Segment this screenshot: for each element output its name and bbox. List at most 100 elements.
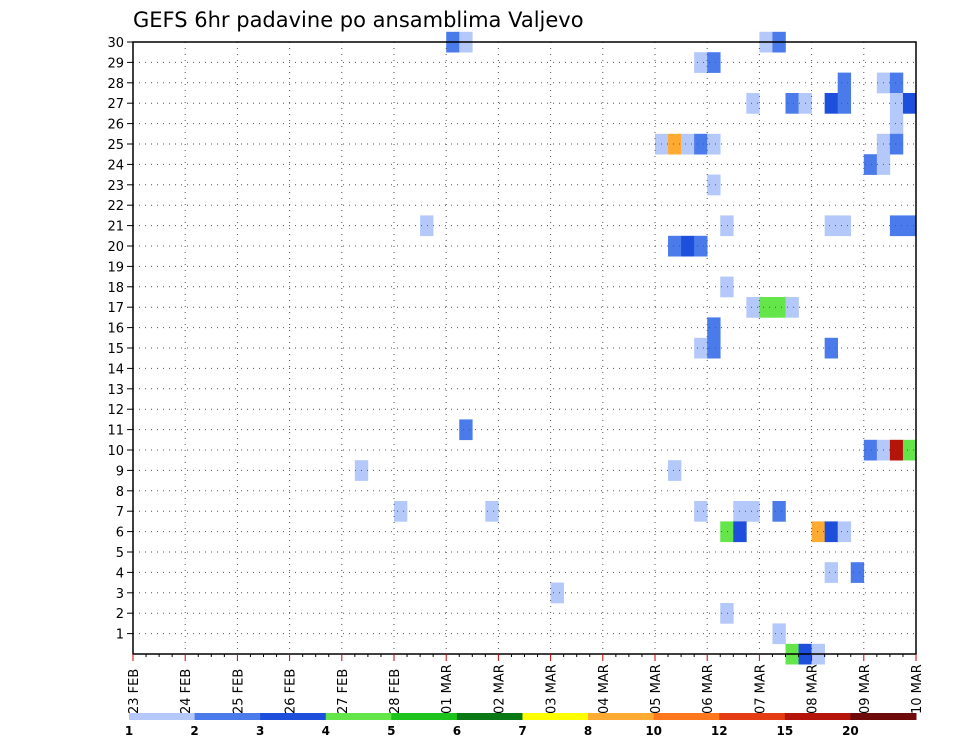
heatmap-cell xyxy=(394,501,408,522)
heatmap-cell xyxy=(850,562,865,583)
heatmap-cell xyxy=(824,521,838,543)
heatmap-cell xyxy=(681,235,695,257)
legend-label: 2 xyxy=(190,724,198,738)
heatmap-cell xyxy=(746,501,760,522)
heatmap-cell xyxy=(889,93,904,114)
chart-title: GEFS 6hr padavine po ansamblima Valjevo xyxy=(133,8,584,32)
heatmap-cell xyxy=(889,133,904,155)
heatmap-cell xyxy=(759,297,773,318)
legend-label: 5 xyxy=(387,724,395,738)
heatmap-cell xyxy=(681,133,695,155)
legend-label: 10 xyxy=(645,724,662,738)
heatmap-cell xyxy=(694,337,708,359)
heatmap-cell xyxy=(694,52,708,73)
y-tick-label: 14 xyxy=(107,362,124,377)
y-tick-label: 4 xyxy=(116,566,124,581)
heatmap-cell xyxy=(746,93,760,114)
legend-label: 15 xyxy=(776,724,793,738)
x-tick-label: 08 MAR xyxy=(806,664,821,714)
heatmap-cell xyxy=(785,297,799,318)
legend-swatch xyxy=(588,713,655,720)
legend-label: 4 xyxy=(322,724,330,738)
heatmap-cell xyxy=(772,501,786,522)
y-tick-label: 5 xyxy=(116,546,124,561)
heatmap-cell xyxy=(720,521,734,543)
x-tick-label: 05 MAR xyxy=(649,664,664,714)
heatmap-cell xyxy=(707,337,721,359)
y-axis: 1234567891011121314151617181920212223242… xyxy=(107,36,133,643)
y-tick-label: 20 xyxy=(107,240,124,255)
y-tick-label: 1 xyxy=(116,628,124,643)
y-tick-label: 2 xyxy=(116,607,124,622)
y-tick-label: 7 xyxy=(116,505,124,520)
y-tick-label: 27 xyxy=(107,97,124,112)
legend-swatch xyxy=(456,713,523,720)
y-tick-label: 3 xyxy=(116,587,124,602)
heatmap-cell xyxy=(837,72,852,94)
y-tick-label: 15 xyxy=(107,342,124,357)
heatmap-cell xyxy=(889,113,904,135)
heatmap-cell xyxy=(420,215,434,237)
x-tick-label: 25 FEB xyxy=(231,669,246,714)
heatmap-cell xyxy=(707,133,721,155)
y-tick-label: 30 xyxy=(107,36,124,51)
legend-label: 20 xyxy=(842,724,859,738)
x-tick-label: 02 MAR xyxy=(492,664,507,714)
heatmap-cell xyxy=(889,215,904,237)
heatmap-cell xyxy=(902,439,917,461)
x-tick-label: 27 FEB xyxy=(336,669,351,714)
heatmap-cell xyxy=(707,52,721,73)
heatmap-cell xyxy=(720,276,734,298)
heatmap-cell xyxy=(485,501,499,522)
color-legend: 1 2 3 4 5 6 7 8 10 12 15 20 xyxy=(125,713,917,738)
y-tick-label: 12 xyxy=(107,403,124,418)
heatmap-cell xyxy=(772,623,786,645)
legend-swatch xyxy=(260,713,327,720)
y-tick-label: 6 xyxy=(116,526,124,541)
heatmap-cell xyxy=(720,215,734,237)
heatmap-cell xyxy=(668,235,682,257)
y-tick-label: 10 xyxy=(107,444,124,459)
heatmap-cell xyxy=(824,215,838,237)
x-tick-label: 07 MAR xyxy=(753,664,768,714)
y-tick-label: 25 xyxy=(107,138,124,153)
heatmap-cell xyxy=(824,562,838,583)
heatmap-cell xyxy=(550,582,564,604)
heatmap-cell xyxy=(785,93,799,114)
heatmap-cell xyxy=(668,460,682,481)
heatmap-cell xyxy=(837,215,852,237)
heatmap-cell xyxy=(889,439,904,461)
heatmap-cell xyxy=(811,521,825,543)
heatmap-cell xyxy=(668,133,682,155)
y-tick-label: 16 xyxy=(107,322,124,337)
y-tick-label: 19 xyxy=(107,260,124,275)
y-tick-label: 24 xyxy=(107,158,124,173)
heatmap-cell xyxy=(902,215,917,237)
legend-swatch xyxy=(325,713,392,720)
x-tick-label: 26 FEB xyxy=(284,669,299,714)
heatmap-cell xyxy=(694,501,708,522)
x-tick-label: 10 MAR xyxy=(910,664,925,714)
heatmap-cell xyxy=(863,154,878,175)
x-tick-label: 03 MAR xyxy=(545,664,560,714)
x-tick-label: 01 MAR xyxy=(440,664,455,714)
x-tick-label: 23 FEB xyxy=(127,669,142,714)
heatmap-cell xyxy=(824,337,838,359)
heatmap-cell xyxy=(889,72,904,94)
x-tick-label: 09 MAR xyxy=(858,664,873,714)
y-tick-label: 17 xyxy=(107,301,124,316)
heatmap-cell xyxy=(902,93,917,114)
x-tick-label: 04 MAR xyxy=(597,664,612,714)
heatmap-cell xyxy=(694,235,708,257)
heatmap-cell xyxy=(720,603,734,624)
x-axis: 23 FEB 24 FEB 25 FEB 26 FEB 27 FEB 28 FEB 01 M… xyxy=(127,654,925,714)
legend-swatch xyxy=(129,713,196,720)
legend-label: 8 xyxy=(584,724,592,738)
y-tick-label: 9 xyxy=(116,464,124,479)
plot-frame xyxy=(132,41,917,655)
legend-label: 1 xyxy=(125,724,133,738)
heatmap-cell xyxy=(837,521,852,543)
y-tick-label: 8 xyxy=(116,485,124,500)
y-tick-label: 11 xyxy=(107,424,124,439)
